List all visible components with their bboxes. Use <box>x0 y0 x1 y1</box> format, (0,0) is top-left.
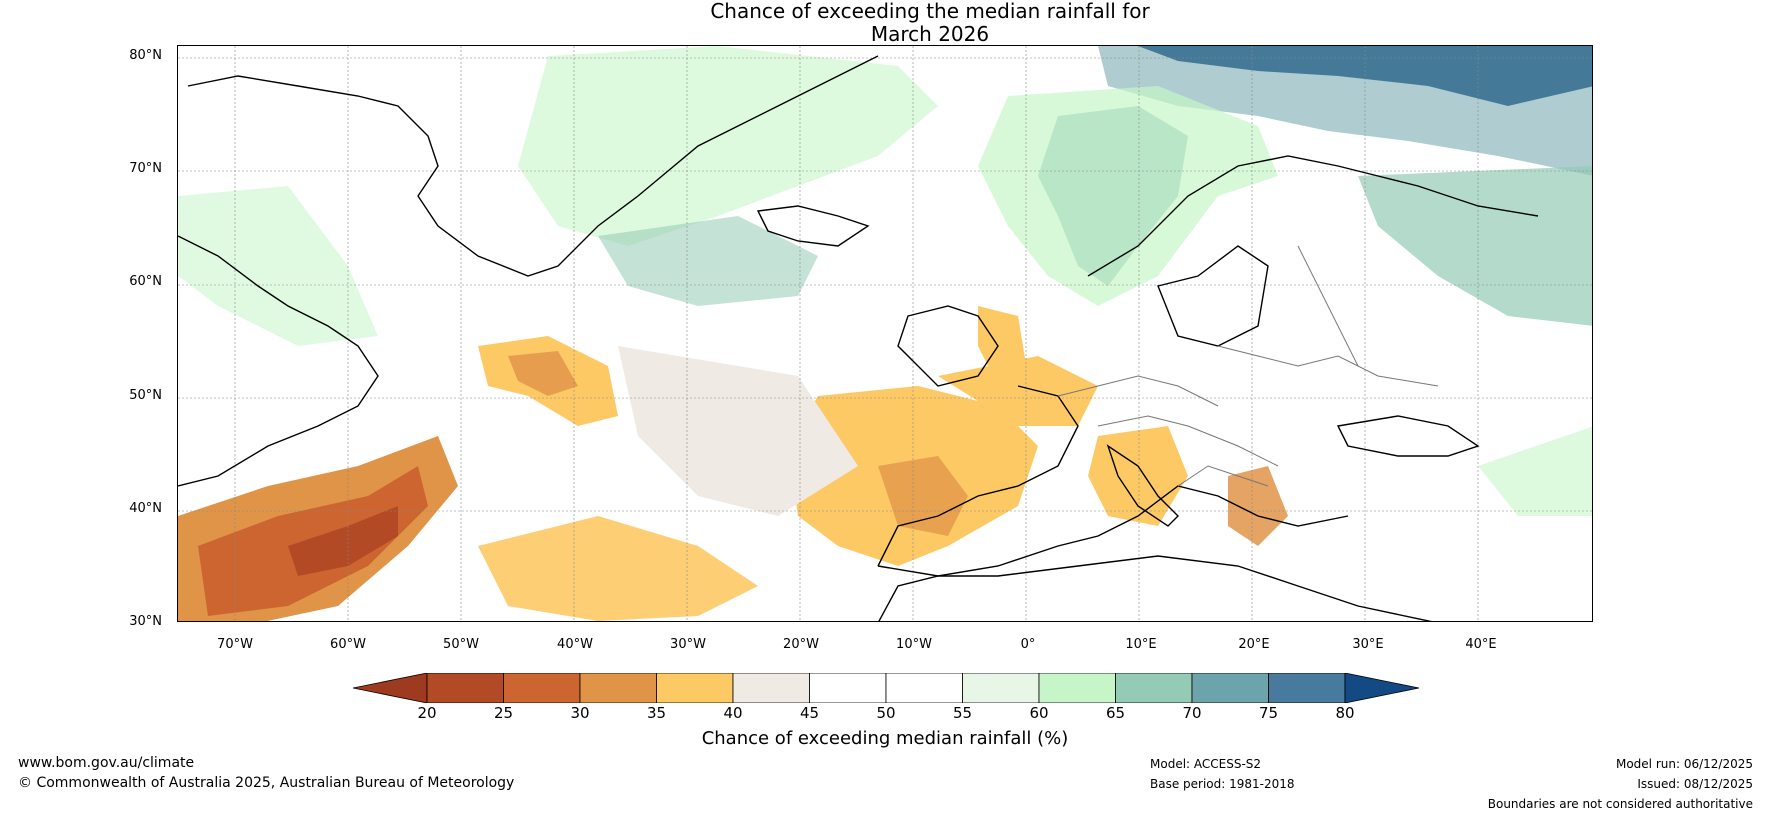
colorbar-segment <box>732 672 810 704</box>
footer-model-run: Model run: 06/12/2025 <box>1615 757 1753 771</box>
dry-zone-iberia-core <box>878 456 968 536</box>
lon-label-50w: 50°W <box>443 637 479 652</box>
dry-zone-mid-atlantic-core <box>508 351 578 396</box>
colorbar-segment <box>503 672 581 704</box>
wet-zone-arctic-outer <box>1098 46 1592 176</box>
colorbar-segment <box>426 672 504 704</box>
colorbar-segment <box>1191 672 1269 704</box>
map-canvas <box>178 46 1592 621</box>
dry-zone-balkans <box>1228 466 1288 546</box>
wet-zone-east <box>1358 166 1592 326</box>
coast-uk-ireland <box>897 305 999 387</box>
lon-label-40e: 40°E <box>1465 637 1497 652</box>
footer-website[interactable]: www.bom.gov.au/climate <box>18 755 195 771</box>
colorbar-arrow-high <box>1344 672 1420 704</box>
dry-zone-subtropical <box>478 516 758 621</box>
colorbar-tick-label: 70 <box>1182 704 1202 722</box>
colorbar <box>352 672 1420 707</box>
dry-zone-france <box>938 356 1098 426</box>
footer-disclaimer: Boundaries are not considered authoritat… <box>1487 797 1753 811</box>
colorbar-segment <box>579 672 657 704</box>
colorbar-arrow-low <box>352 672 428 704</box>
title-line-2: March 2026 <box>870 22 990 46</box>
colorbar-tick-label: 80 <box>1335 704 1355 722</box>
lat-label-80n: 80°N <box>129 48 162 63</box>
colorbar-segment <box>809 672 887 704</box>
country-borders <box>1057 245 1439 487</box>
title-line-1: Chance of exceeding the median rainfall … <box>710 0 1150 23</box>
colorbar-tick-label: 30 <box>570 704 590 722</box>
wet-zone-east-med <box>1478 426 1592 516</box>
footer-model: Model: ACCESS-S2 <box>1150 757 1262 771</box>
lat-label-50n: 50°N <box>129 388 162 403</box>
lon-label-20e: 20°E <box>1238 637 1270 652</box>
colorbar-tick-label: 65 <box>1105 704 1126 722</box>
wet-zone-iceland <box>598 216 818 306</box>
coast-scandinavia <box>1087 155 1539 277</box>
coast-africa <box>878 555 1432 621</box>
coast-greenland <box>187 55 879 277</box>
colorbar-segment <box>1268 672 1346 704</box>
lon-label-70w: 70°W <box>217 637 253 652</box>
colorbar-segment <box>1038 672 1116 704</box>
lat-label-60n: 60°N <box>129 274 162 289</box>
rainfall-map <box>177 45 1593 622</box>
lon-label-60w: 60°W <box>330 637 366 652</box>
wet-zone-labrador <box>178 186 378 346</box>
coast-mediterranean <box>877 485 1349 577</box>
colorbar-tick-label: 75 <box>1258 704 1279 722</box>
dry-zone-sw-atlantic-deep <box>288 506 398 576</box>
colorbar-tick-label: 50 <box>876 704 896 722</box>
coast-iceland <box>756 205 870 247</box>
coast-canada <box>178 235 379 487</box>
colorbar-tick-label: 60 <box>1029 704 1049 722</box>
lon-label-10e: 10°E <box>1125 637 1157 652</box>
colorbar-tick-label: 45 <box>799 704 820 722</box>
lon-label-40w: 40°W <box>557 637 593 652</box>
footer-copyright: © Commonwealth of Australia 2025, Austra… <box>18 775 515 791</box>
colorbar-label: Chance of exceeding median rainfall (%) <box>701 728 1069 749</box>
lon-label-20w: 20°W <box>783 637 819 652</box>
lat-label-40n: 40°N <box>129 501 162 516</box>
footer-issued: Issued: 08/12/2025 <box>1637 777 1753 791</box>
lon-label-10w: 10°W <box>896 637 932 652</box>
coast-italy <box>1106 444 1179 527</box>
coast-baltic <box>1157 245 1269 347</box>
lon-label-30e: 30°E <box>1352 637 1384 652</box>
colorbar-segment <box>656 672 734 704</box>
lat-label-30n: 30°N <box>129 614 162 629</box>
dry-zone-uk <box>978 306 1028 386</box>
colorbar-tick-label: 35 <box>646 704 667 722</box>
coastlines <box>178 55 1539 621</box>
colorbar-tick-label: 20 <box>417 704 437 722</box>
colorbar-tick-label: 40 <box>723 704 743 722</box>
coast-europe-west <box>877 385 1079 567</box>
coast-black-sea <box>1336 415 1480 457</box>
footer-base-period: Base period: 1981-2018 <box>1150 777 1295 791</box>
colorbar-segment <box>1115 672 1193 704</box>
map-title: Chance of exceeding the median rainfall … <box>0 0 1770 46</box>
lon-label-30w: 30°W <box>670 637 706 652</box>
colorbar-segment <box>885 672 963 704</box>
neutral-zone-grey <box>618 346 858 516</box>
lon-label-0: 0° <box>1020 637 1036 652</box>
wet-zone-norway-light <box>978 86 1278 306</box>
colorbar-tick-label: 25 <box>493 704 514 722</box>
lat-label-70n: 70°N <box>129 161 162 176</box>
colorbar-segment <box>962 672 1040 704</box>
colorbar-svg <box>352 672 1420 704</box>
colorbar-tick-label: 55 <box>952 704 973 722</box>
wet-zone-north-atlantic <box>518 46 938 246</box>
